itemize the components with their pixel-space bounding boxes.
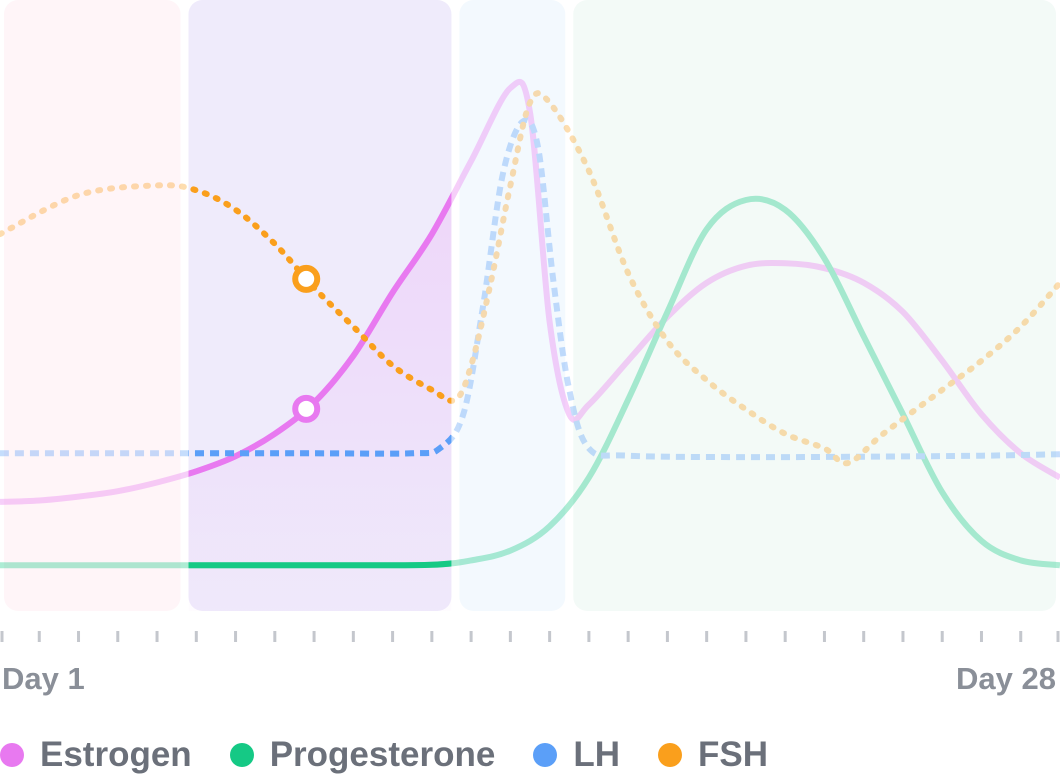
fsh-day-marker [292,264,321,293]
lh-line [188,433,452,457]
progesterone-line [188,560,452,569]
legend-label: Progesterone [269,735,496,774]
legend-label: LH [573,735,620,774]
phase-band-3 [459,0,566,611]
phase-band-1 [4,0,181,611]
estrogen-area [188,198,452,611]
x-end-label: Day 28 [956,661,1056,696]
phase-band-4 [573,0,1056,611]
x-start-label: Day 1 [2,661,85,696]
progesterone-swatch [229,743,254,767]
active-curves [188,184,452,611]
fsh-line-faded [0,90,1060,467]
legend-item-estrogen: Estrogen [0,735,192,775]
fsh-swatch [657,743,682,767]
estrogen-day-marker [292,394,321,423]
legend: Estrogen Progesterone LH FSH [0,733,806,777]
legend-item-lh: LH [533,735,620,775]
legend-item-fsh: FSH [657,735,768,775]
estrogen-swatch [0,743,24,767]
estrogen-line [188,192,452,477]
legend-label: Estrogen [40,735,192,774]
x-axis-ticks [0,631,1060,642]
day-markers [292,264,321,423]
lh-swatch [533,743,558,767]
legend-label: FSH [697,735,768,774]
hormone-chart [0,0,1060,642]
legend-item-progesterone: Progesterone [229,735,496,775]
